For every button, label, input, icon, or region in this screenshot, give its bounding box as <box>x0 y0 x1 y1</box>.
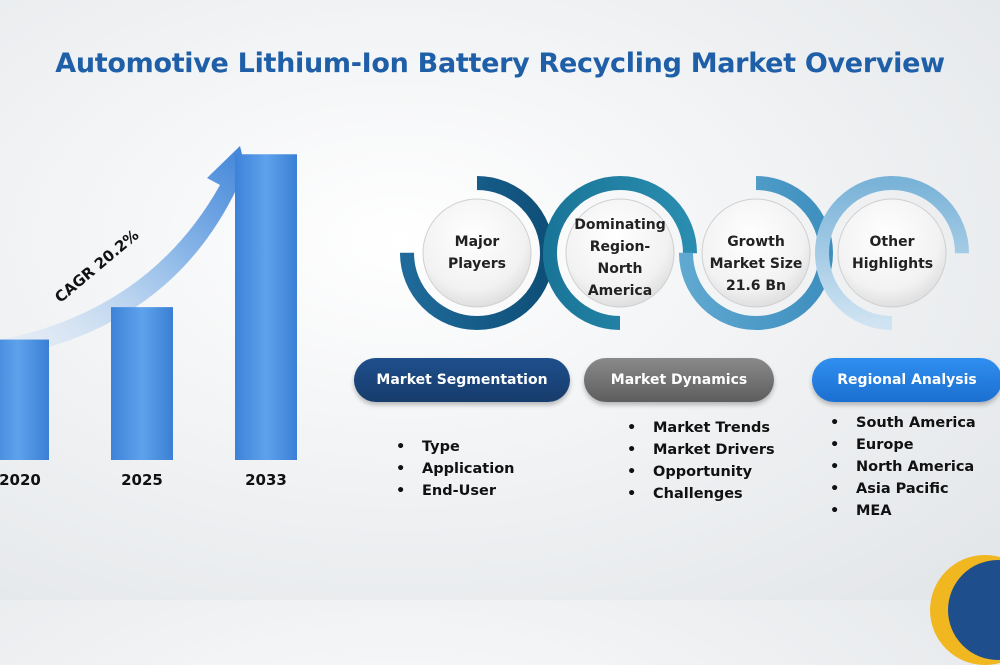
dynamics-list: Market Trends Market Drivers Opportunity… <box>627 417 775 505</box>
list-item: Challenges <box>627 483 775 505</box>
disc-other-highlights <box>837 198 947 308</box>
list-item: Europe <box>830 434 976 456</box>
page-title: Automotive Lithium-Ion Battery Recycling… <box>55 48 945 79</box>
circle-chain <box>400 176 969 330</box>
disc-major-players <box>422 198 532 308</box>
list-item: End-User <box>396 480 515 502</box>
market-segmentation-pill: Market Segmentation <box>354 358 570 402</box>
bar-2020 <box>0 339 49 460</box>
disc-dominating-region <box>565 198 675 308</box>
disc-growth <box>701 198 811 308</box>
list-item: Application <box>396 458 515 480</box>
market-dynamics-pill: Market Dynamics <box>584 358 774 402</box>
list-item: Asia Pacific <box>830 478 976 500</box>
list-item: Opportunity <box>627 461 775 483</box>
regional-list: South America Europe North America Asia … <box>830 412 976 522</box>
bar-2033 <box>235 154 297 460</box>
list-item: South America <box>830 412 976 434</box>
ring-other-highlights <box>815 176 969 330</box>
list-item: MEA <box>830 500 976 522</box>
growth-arrow <box>0 146 252 358</box>
tick-label-2033: 2033 <box>245 471 287 489</box>
bar-2025 <box>111 307 173 460</box>
segmentation-list: Type Application End-User <box>396 436 515 502</box>
tick-label-2020: 2020 <box>0 471 41 489</box>
list-item: Type <box>396 436 515 458</box>
tick-label-2025: 2025 <box>121 471 163 489</box>
list-item: North America <box>830 456 976 478</box>
circle-label-growth: Growth Market Size 21.6 Bn <box>709 234 803 294</box>
list-item: Market Trends <box>627 417 775 439</box>
regional-analysis-pill: Regional Analysis <box>812 358 1000 402</box>
list-item: Market Drivers <box>627 439 775 461</box>
circle-label-dominating-region: Dominating Region- North America <box>574 217 666 299</box>
market-chart: CAGR 20.2% 2020 2025 2033 <box>0 146 969 489</box>
circle-label-major-players: Major Players <box>448 234 506 272</box>
circle-label-other-highlights: Other Highlights <box>852 234 934 272</box>
